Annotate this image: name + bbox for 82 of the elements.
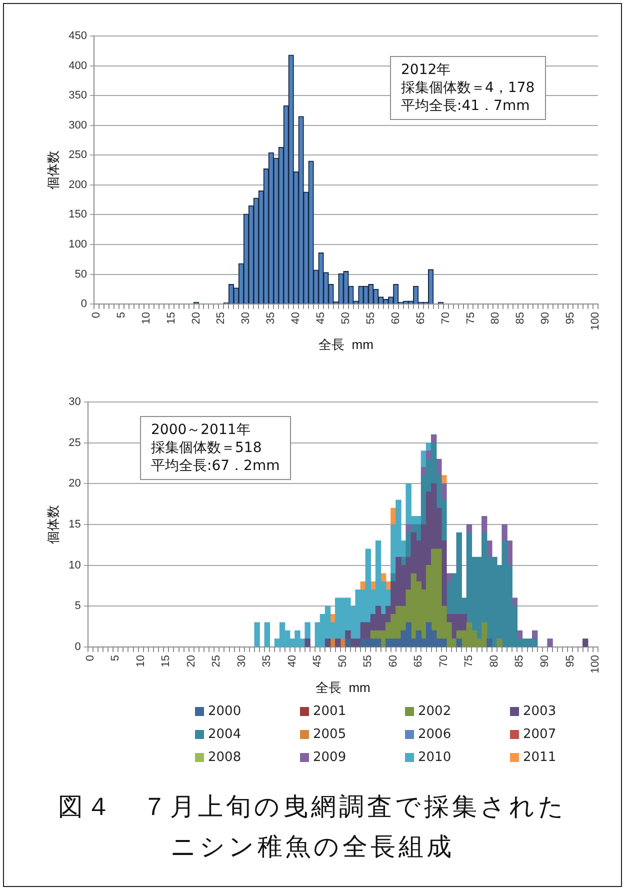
x-tick-label: 65 xyxy=(412,655,425,668)
x-tick-label: 50 xyxy=(340,312,352,324)
y-axis-title: 個体数 xyxy=(45,150,60,190)
legend-label: 2006 xyxy=(418,727,452,742)
x-tick-label: 60 xyxy=(390,312,402,324)
x-tick-label: 45 xyxy=(315,312,328,324)
y-tick-label: 20 xyxy=(68,478,81,490)
y-tick-label: 15 xyxy=(68,518,81,531)
x-tick-label: 30 xyxy=(240,312,252,324)
x-tick-label: 40 xyxy=(286,655,298,668)
y-tick-label: 400 xyxy=(68,60,87,72)
y-tick-label: 200 xyxy=(68,178,87,191)
legend-label: 2009 xyxy=(313,750,346,765)
x-tick-label: 35 xyxy=(265,312,278,324)
legend-label: 2001 xyxy=(313,704,346,719)
x-tick-label: 0 xyxy=(84,655,96,662)
annotation: 採集個体数＝4，178 xyxy=(401,79,535,97)
x-tick-label: 10 xyxy=(140,312,152,324)
x-tick-label: 50 xyxy=(336,655,349,668)
x-tick-label: 85 xyxy=(514,312,527,324)
x-tick-label: 90 xyxy=(540,312,552,324)
x-tick-label: 5 xyxy=(110,655,122,662)
legend-label: 2002 xyxy=(418,704,452,719)
x-tick-label: 10 xyxy=(134,655,147,668)
y-tick-label: 150 xyxy=(68,208,87,221)
x-tick-label: 30 xyxy=(236,655,248,668)
annotation: 2000～2011年 xyxy=(151,421,252,439)
x-tick-label: 100 xyxy=(590,655,602,674)
x-tick-label: 40 xyxy=(290,312,302,324)
y-tick-label: 5 xyxy=(74,600,81,612)
annotation: 平均全長:41．7mm xyxy=(401,97,531,115)
legend-label: 2010 xyxy=(418,750,452,765)
annotation: 平均全長:67．2mm xyxy=(151,457,280,475)
legend-label: 2008 xyxy=(208,750,242,765)
legend-label: 2011 xyxy=(523,750,556,765)
y-tick-label: 0 xyxy=(80,298,87,310)
x-tick-label: 70 xyxy=(440,312,452,324)
x-tick-label: 45 xyxy=(312,655,324,668)
x-tick-label: 65 xyxy=(414,312,427,324)
x-tick-label: 80 xyxy=(488,655,500,668)
x-tick-label: 15 xyxy=(165,312,178,324)
y-tick-label: 0 xyxy=(74,641,81,654)
y-axis-title: 個体数 xyxy=(45,505,60,544)
x-axis-title: 全長 mm xyxy=(315,680,370,695)
x-tick-label: 55 xyxy=(364,312,377,324)
y-tick-label: 250 xyxy=(68,149,87,162)
x-tick-label: 85 xyxy=(514,655,526,668)
legend-label: 2004 xyxy=(208,727,242,742)
x-tick-label: 5 xyxy=(115,312,128,318)
x-tick-label: 100 xyxy=(590,312,602,330)
y-tick-label: 25 xyxy=(68,436,81,449)
x-tick-label: 60 xyxy=(387,655,400,668)
annotation: 採集個体数＝518 xyxy=(151,439,263,457)
x-tick-label: 75 xyxy=(463,655,476,668)
annotation: 2012年 xyxy=(401,61,452,79)
x-tick-label: 20 xyxy=(185,655,198,668)
x-tick-label: 55 xyxy=(362,655,374,668)
legend-label: 2003 xyxy=(523,704,556,719)
x-tick-label: 95 xyxy=(564,312,577,324)
caption: 図４ ７月上旬の曳網調査で採集されたニシン稚魚の全長組成 xyxy=(57,791,568,863)
legend-label: 2000 xyxy=(208,704,242,719)
x-tick-label: 70 xyxy=(438,655,450,668)
x-tick-label: 25 xyxy=(210,655,223,668)
legend-label: 2007 xyxy=(523,727,556,742)
x-tick-label: 0 xyxy=(90,312,102,318)
y-tick-label: 10 xyxy=(68,559,81,572)
x-tick-label: 80 xyxy=(490,312,502,324)
y-tick-label: 100 xyxy=(68,238,87,251)
x-tick-label: 20 xyxy=(190,312,202,324)
legend-label: 2005 xyxy=(313,727,346,742)
x-tick-label: 25 xyxy=(215,312,228,324)
x-tick-label: 15 xyxy=(160,655,172,668)
y-tick-label: 50 xyxy=(74,268,87,280)
x-tick-label: 75 xyxy=(464,312,477,324)
x-tick-label: 95 xyxy=(564,655,576,668)
x-tick-label: 90 xyxy=(538,655,551,668)
y-tick-label: 30 xyxy=(68,396,81,408)
x-tick-label: 35 xyxy=(261,655,274,668)
y-tick-label: 450 xyxy=(68,30,87,42)
y-tick-label: 300 xyxy=(68,119,87,132)
x-axis-title: 全長 mm xyxy=(318,336,374,352)
y-tick-label: 350 xyxy=(68,90,87,102)
